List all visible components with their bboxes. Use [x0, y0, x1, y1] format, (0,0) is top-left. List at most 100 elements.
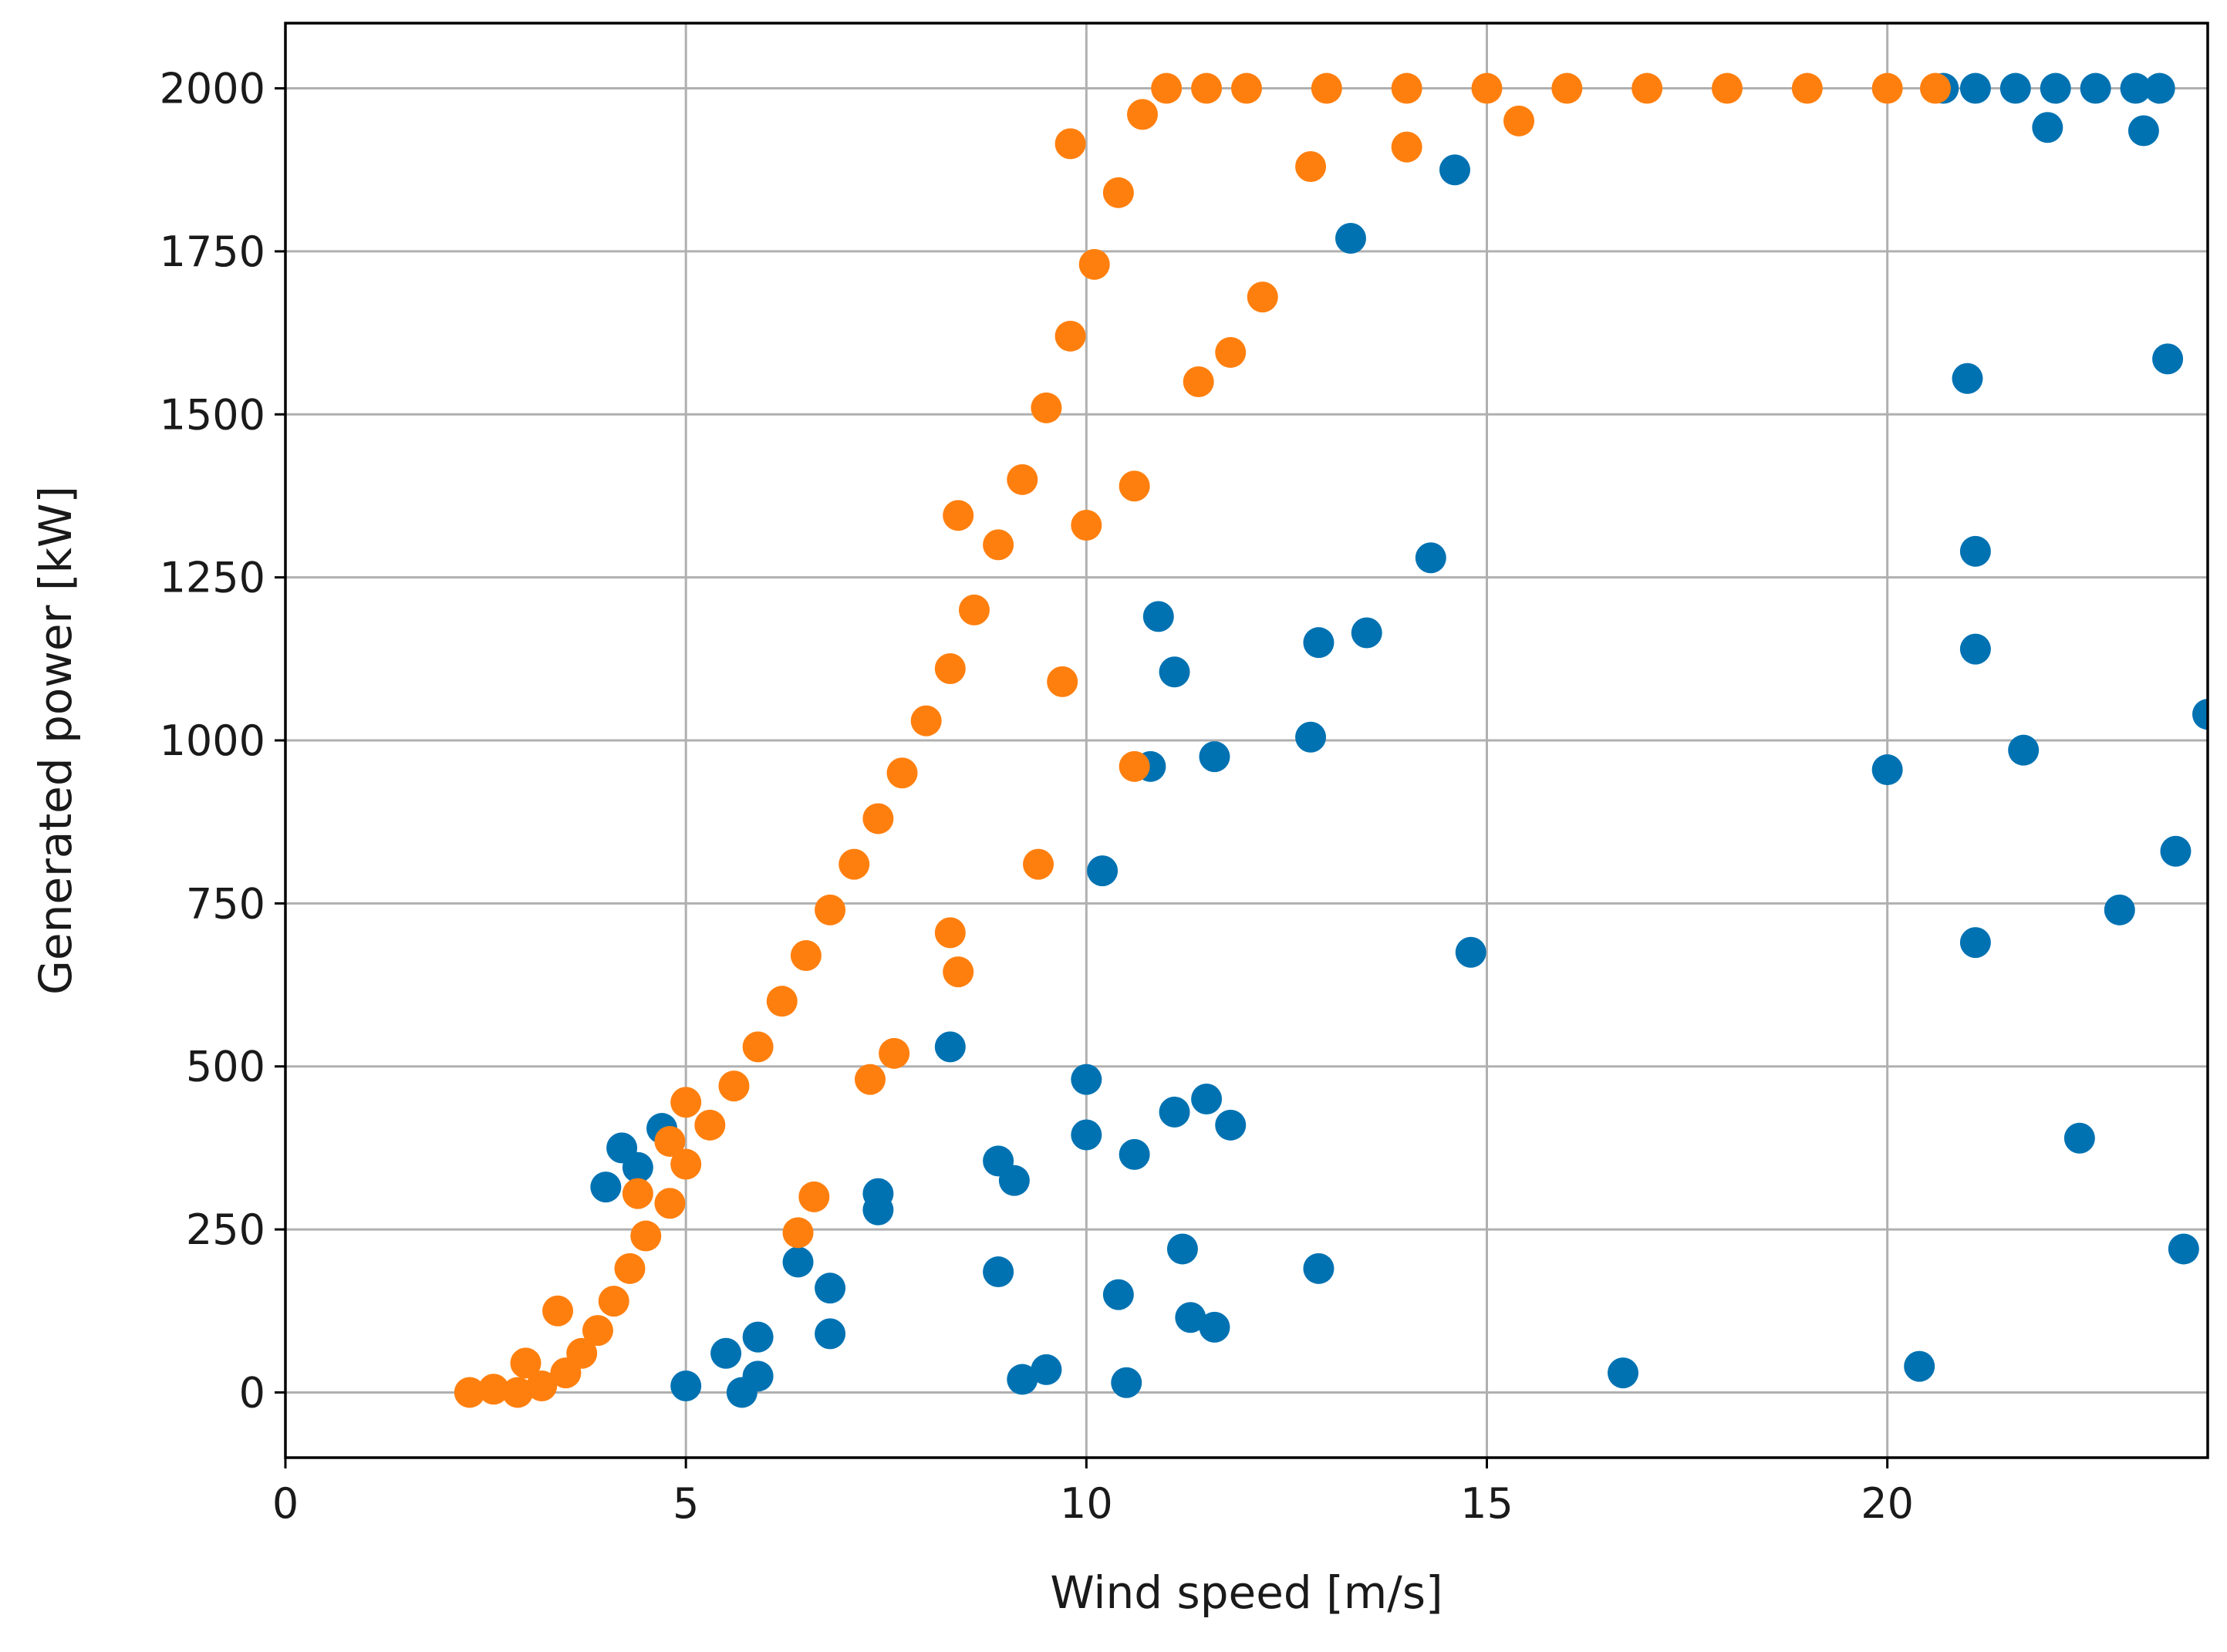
scatter-point — [1335, 223, 1366, 254]
scatter-point — [1119, 470, 1150, 502]
y-axis-label: Generated power [kW] — [29, 486, 82, 995]
scatter-point — [742, 1031, 774, 1063]
scatter-point — [1031, 1354, 1062, 1385]
scatter-point — [1551, 72, 1583, 104]
y-tick-label: 1750 — [160, 228, 265, 276]
y-tick-label: 1500 — [160, 390, 265, 439]
scatter-point — [1142, 601, 1174, 632]
scatter-point — [502, 1377, 534, 1408]
axis-ticks: 0 5 10 15 20 0 250 500 750 1000 1250 1500 1750 2000 — [160, 65, 1914, 1528]
scatter-point — [1871, 754, 1903, 786]
scatter-point — [1087, 855, 1119, 887]
scatter-point — [1391, 72, 1422, 104]
scatter-point — [854, 1064, 886, 1095]
y-tick-label: 500 — [186, 1043, 265, 1091]
scatter-point — [815, 1273, 846, 1304]
scatter-point — [1199, 741, 1230, 773]
scatter-point — [862, 803, 894, 834]
scatter-point — [1959, 633, 1991, 665]
scatter-point — [1904, 1350, 1935, 1382]
scatter-point — [879, 1037, 910, 1069]
scatter-point — [1871, 72, 1903, 104]
scatter-point — [694, 1109, 726, 1141]
scatter-point — [766, 986, 798, 1017]
scatter-point — [983, 1256, 1014, 1288]
scatter-point — [1111, 1367, 1142, 1398]
scatter-point — [1439, 154, 1470, 186]
scatter-point — [670, 1087, 702, 1118]
scatter-point — [718, 1070, 750, 1102]
scatter-point — [1391, 131, 1422, 163]
x-tick-label: 20 — [1861, 1479, 1914, 1528]
scatter-point — [934, 917, 966, 949]
scatter-point — [1295, 151, 1327, 182]
scatter-point — [542, 1295, 574, 1327]
scatter-point — [1919, 72, 1951, 104]
scatter-point — [1631, 72, 1663, 104]
scatter-point — [943, 500, 974, 531]
x-axis-label: Wind speed [m/s] — [1050, 1566, 1442, 1619]
scatter-point — [862, 1194, 894, 1226]
scatter-point — [1031, 392, 1062, 423]
scatter-point — [798, 1181, 830, 1212]
scatter-point — [1191, 72, 1223, 104]
scatter-point — [1159, 656, 1190, 688]
scatter-point — [2063, 1122, 2095, 1154]
scatter-point — [958, 594, 990, 625]
scatter-point — [998, 1165, 1030, 1196]
scatter-point — [670, 1148, 702, 1180]
scatter-point — [910, 705, 942, 737]
scatter-point — [477, 1374, 509, 1405]
scatter-point — [1247, 282, 1278, 313]
scatter-point — [1295, 721, 1327, 753]
scatter-point — [590, 1172, 622, 1203]
scatter-point — [1999, 72, 2031, 104]
y-tick-label: 2000 — [160, 65, 265, 113]
scatter-point — [1119, 1138, 1150, 1170]
scatter-point — [1054, 320, 1086, 352]
scatter-point — [1959, 72, 1991, 104]
scatter-point — [1959, 927, 1991, 959]
y-tick-label: 0 — [239, 1368, 265, 1417]
scatter-point — [983, 529, 1014, 561]
scatter-point — [1166, 1233, 1198, 1265]
scatter-point — [1007, 464, 1038, 495]
y-tick-label: 1000 — [160, 716, 265, 765]
scatter-point — [2008, 734, 2040, 766]
scatter-point — [1159, 1096, 1190, 1128]
scatter-point — [1071, 1064, 1102, 1095]
series-0 — [590, 72, 2208, 1408]
scatter-series — [454, 72, 2208, 1408]
scatter-point — [2120, 72, 2151, 104]
scatter-point — [1952, 362, 1983, 394]
scatter-point — [1471, 72, 1503, 104]
scatter-point — [1791, 72, 1823, 104]
scatter-point — [598, 1286, 629, 1317]
y-tick-label: 1250 — [160, 554, 265, 602]
scatter-point — [2144, 72, 2175, 104]
scatter-point — [614, 1252, 646, 1284]
x-tick-label: 0 — [272, 1479, 299, 1528]
scatter-point — [1231, 72, 1262, 104]
scatter-point — [2160, 835, 2192, 867]
scatter-point — [2192, 699, 2208, 730]
scatter-point — [782, 1217, 814, 1249]
x-tick-label: 5 — [673, 1479, 699, 1528]
scatter-point — [934, 1031, 966, 1063]
scatter-point — [710, 1337, 742, 1369]
scatter-point — [1119, 750, 1150, 782]
scatter-point — [1311, 72, 1342, 104]
scatter-point — [1007, 1364, 1038, 1395]
scatter-point — [1199, 1311, 1230, 1343]
scatter-point — [582, 1315, 613, 1347]
scatter-point — [1712, 72, 1743, 104]
x-tick-label: 15 — [1460, 1479, 1513, 1528]
y-tick-label: 750 — [186, 879, 265, 928]
scatter-point — [1102, 177, 1134, 208]
scatter-point — [2080, 72, 2111, 104]
scatter-point — [790, 940, 822, 971]
scatter-point — [1054, 128, 1086, 160]
scatter-point — [1455, 936, 1486, 968]
scatter-point — [1071, 510, 1102, 541]
